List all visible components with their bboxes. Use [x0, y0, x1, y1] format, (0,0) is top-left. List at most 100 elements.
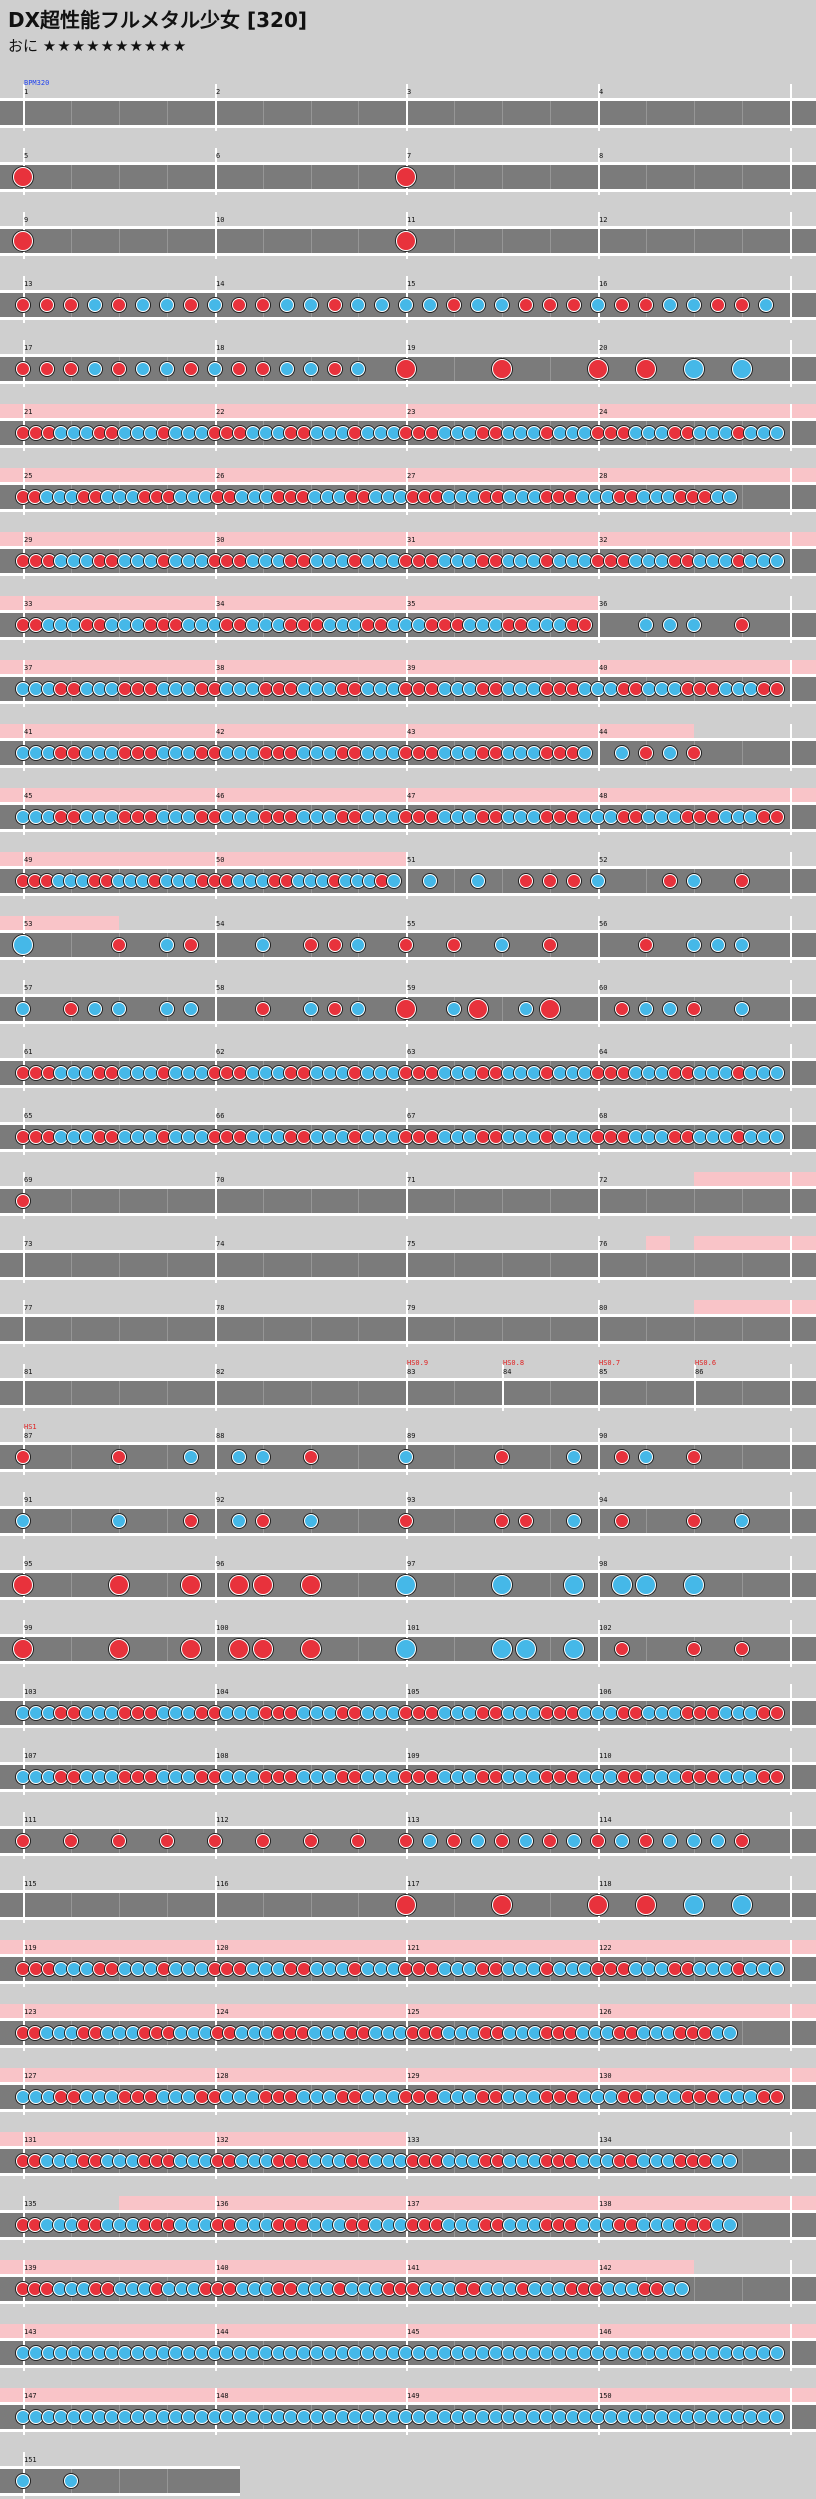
- beat-line: [71, 1509, 72, 1533]
- don-note: [476, 554, 491, 568]
- ka-note: [135, 362, 150, 376]
- don-note: [327, 938, 342, 952]
- ka-note: [488, 2346, 503, 2360]
- measure-bar-line: [790, 2260, 792, 2307]
- chart-row: 53 54 55 56: [0, 896, 816, 963]
- ka-note: [662, 298, 677, 312]
- don-note: [13, 167, 33, 187]
- don-note: [13, 1639, 33, 1659]
- beat-line: [694, 1317, 695, 1341]
- measure-number: 147: [24, 2392, 37, 2400]
- measure-number: 59: [407, 984, 416, 992]
- beat-line: [742, 165, 743, 189]
- don-note: [143, 682, 158, 696]
- beat-line: [646, 229, 647, 253]
- ka-note: [361, 554, 376, 568]
- measure-bar-line: [790, 1876, 792, 1923]
- ka-note: [683, 1575, 704, 1595]
- don-note: [16, 362, 30, 376]
- measure-number: 26: [216, 472, 225, 480]
- beat-line: [119, 1189, 120, 1213]
- chart-row: 37 38 39 40: [0, 640, 816, 707]
- measure-bar-line: [215, 1236, 217, 1283]
- ka-note: [718, 682, 733, 696]
- don-note: [476, 426, 491, 440]
- ka-note: [16, 810, 30, 824]
- ka-note: [396, 1639, 417, 1659]
- measure-bar-line: [790, 532, 792, 579]
- ka-note: [552, 2346, 567, 2360]
- gogo-section: [693, 1172, 816, 1186]
- chart-row: 95 96 97 98: [0, 1536, 816, 1603]
- ka-note: [639, 618, 654, 632]
- don-note: [143, 1706, 158, 1720]
- measure-number: 71: [407, 1176, 416, 1184]
- beat-line: [454, 1445, 455, 1469]
- ka-note: [373, 554, 388, 568]
- chart-row: 135 136 137 138: [0, 2176, 816, 2243]
- measure-number: 6: [216, 152, 221, 160]
- ka-note: [361, 746, 376, 760]
- don-note: [615, 298, 630, 312]
- measure-number: 7: [407, 152, 412, 160]
- ka-note: [79, 1770, 94, 1784]
- beat-line: [358, 1253, 359, 1277]
- measure-bar-line: [215, 1172, 217, 1219]
- don-note: [143, 1770, 158, 1784]
- don-note: [770, 810, 785, 824]
- tempo-event-label: HS0.9: [407, 1359, 429, 1367]
- ka-note: [79, 1962, 94, 1976]
- measure-bar-line: [790, 1428, 792, 1475]
- beat-line: [646, 1637, 647, 1661]
- beat-line: [263, 229, 264, 253]
- measure-number: 62: [216, 1048, 225, 1056]
- measure-bar-line: [406, 1172, 408, 1219]
- measure-number: 149: [407, 2392, 420, 2400]
- measure-number: 78: [216, 1304, 225, 1312]
- gogo-section: [0, 852, 407, 866]
- don-note: [16, 298, 30, 312]
- measure-number: 86: [695, 1368, 704, 1376]
- ka-note: [131, 554, 146, 568]
- measure-bar-line: [790, 1364, 792, 1411]
- ka-note: [603, 1770, 618, 1784]
- don-note: [108, 1575, 129, 1595]
- ka-note: [322, 1066, 337, 1080]
- ka-note: [143, 1130, 158, 1144]
- measure-number: 93: [407, 1496, 416, 1504]
- measure-number: 146: [599, 2328, 612, 2336]
- ka-note: [731, 1895, 752, 1915]
- measure-bar-line: [598, 724, 600, 771]
- ka-note: [246, 618, 261, 632]
- ka-note: [662, 618, 677, 632]
- beat-line: [502, 1317, 503, 1341]
- don-note: [488, 2090, 503, 2104]
- chart-row: 65 66 67 68: [0, 1088, 816, 1155]
- beat-line: [71, 1253, 72, 1277]
- ka-note: [16, 1002, 30, 1016]
- ka-note: [578, 746, 593, 760]
- don-note: [567, 874, 582, 888]
- measure-number: 127: [24, 2072, 37, 2080]
- ka-note: [303, 1514, 318, 1528]
- don-note: [131, 2090, 146, 2104]
- don-note: [231, 362, 246, 376]
- measure-number: 107: [24, 1752, 37, 1760]
- don-note: [476, 810, 491, 824]
- measure-number: 151: [24, 2456, 37, 2464]
- don-note: [543, 874, 558, 888]
- don-note: [488, 1066, 503, 1080]
- ka-note: [519, 1002, 534, 1016]
- don-note: [488, 746, 503, 760]
- ka-note: [361, 2346, 376, 2360]
- ka-note: [603, 2090, 618, 2104]
- tempo-event-label: HS0.6: [695, 1359, 717, 1367]
- ka-note: [231, 1450, 246, 1464]
- beat-line: [742, 741, 743, 765]
- ka-note: [246, 2090, 261, 2104]
- measure-bar-line: [790, 2004, 792, 2051]
- ka-note: [722, 490, 737, 504]
- ka-note: [246, 1962, 261, 1976]
- beat-line: [550, 1573, 551, 1597]
